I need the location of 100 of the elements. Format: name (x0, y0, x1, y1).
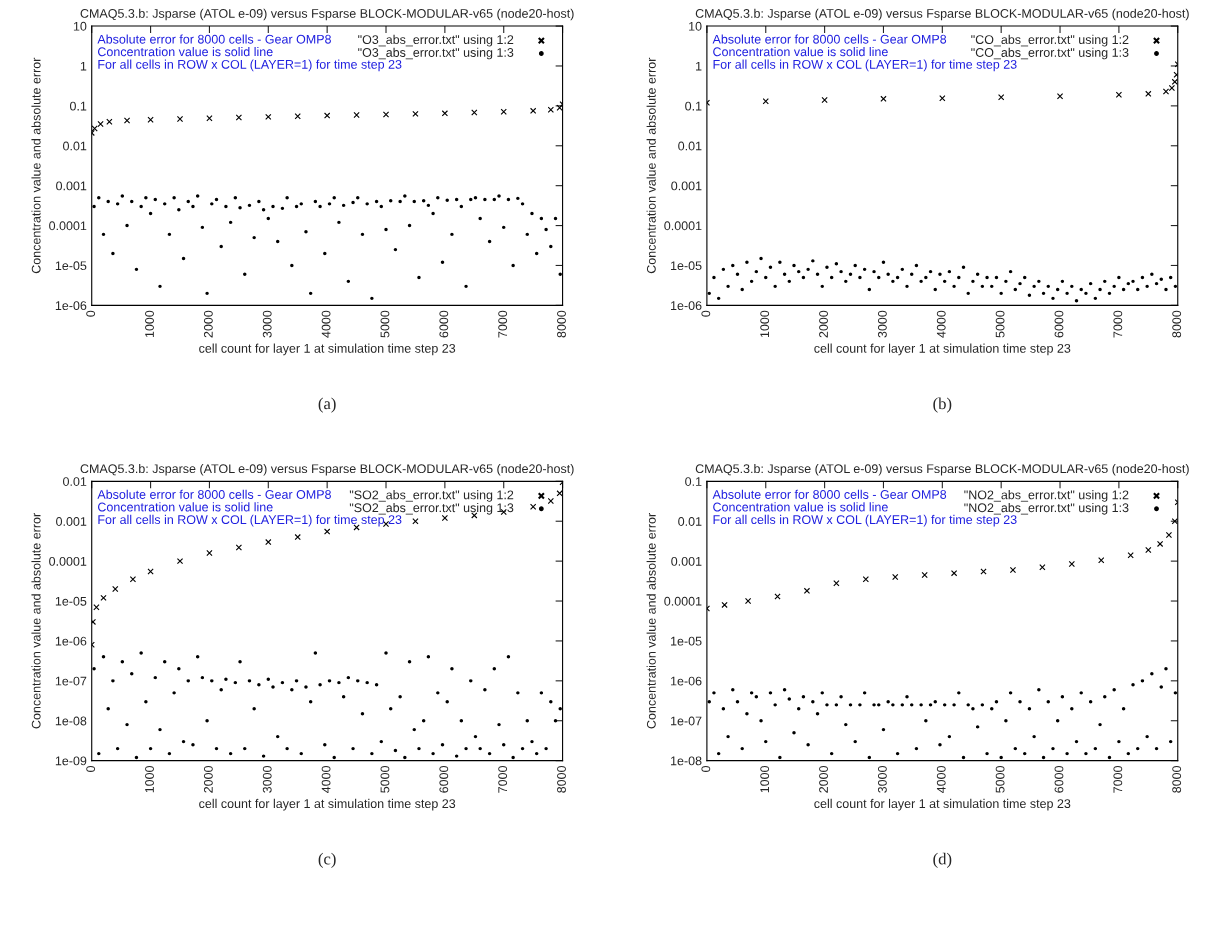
y-tick-label: 1e-05 (55, 596, 87, 606)
y-tick-label: 1e-08 (55, 716, 87, 726)
x-tick-label: 1000 (760, 310, 770, 338)
y-tick-label: 1e-08 (671, 756, 702, 766)
annotation: Concentration value is solid line (98, 47, 273, 57)
legend-label: "CO_abs_error.txt" using 1:2 (971, 34, 1129, 47)
x-tick-label: 6000 (1054, 765, 1064, 793)
annotation: Absolute error for 8000 cells - Gear OMP8 (712, 34, 947, 44)
point (147, 116, 154, 123)
point (529, 503, 537, 510)
point (412, 110, 419, 118)
x-tick-label: 5000 (380, 765, 390, 793)
point (547, 497, 554, 505)
legend-label: "O3_abs_error.txt" using 1:3 (358, 47, 514, 60)
y-tick-label: 0.001 (671, 181, 702, 191)
point (235, 544, 243, 551)
x-tick-label: 1000 (145, 765, 154, 793)
y-tick-label: 1e-06 (55, 636, 87, 646)
x-tick-label: 0 (701, 765, 711, 772)
y-tick-label: 0.1 (685, 101, 702, 111)
annotation: For all cells in ROW x COL (LAYER=1) for time step 23 (98, 514, 402, 527)
point (323, 112, 331, 119)
annotation: Absolute error for 8000 cells - Gear OMP8 (712, 489, 947, 499)
point (1173, 71, 1178, 78)
x-tick-label: 7000 (1113, 310, 1123, 338)
point (833, 580, 840, 587)
point (547, 106, 554, 113)
point (529, 107, 537, 115)
x-tick-label: 7000 (498, 765, 508, 793)
chart-title: CMAQ5.3.b: Jsparse (ATOL e-09) versus Fsparse BLOCK-MODULAR-v65 (node20-host) (695, 8, 1189, 21)
x-tick-label: 4000 (936, 310, 946, 338)
point (97, 120, 104, 128)
y-tick-label: 0.001 (671, 556, 702, 566)
legend-label: "NO2_abs_error.txt" using 1:3 (964, 502, 1129, 515)
point (93, 604, 100, 611)
x-tick-label: 6000 (1054, 310, 1064, 338)
y-tick-label: 1e-05 (671, 261, 702, 271)
point (235, 114, 243, 121)
x-axis-title: cell count for layer 1 at simulation time step 23 (814, 343, 1071, 356)
point (821, 96, 828, 104)
y-tick-label: 1e-07 (671, 716, 702, 726)
x-tick-label: 7000 (1113, 765, 1123, 793)
y-tick-label: 1 (696, 61, 702, 71)
x-tick-label: 2000 (819, 310, 828, 338)
point (892, 573, 899, 581)
x-axis-title: cell count for layer 1 at simulation time step 23 (199, 798, 456, 811)
annotation: Concentration value is solid line (713, 502, 888, 512)
y-tick-label: 0.01 (678, 141, 702, 151)
y-axis-title: Concentration value and absolute error (31, 513, 41, 729)
x-tick-label: 3000 (877, 310, 887, 338)
legend-label: "O3_abs_error.txt" using 1:2 (358, 34, 514, 47)
point (762, 98, 769, 105)
annotation: Absolute error for 8000 cells - Gear OMP8 (97, 34, 331, 44)
y-tick-label: 0.0001 (49, 221, 87, 231)
x-tick-label: 0 (86, 765, 96, 772)
point (1115, 91, 1123, 98)
x-tick-label: 5000 (995, 765, 1005, 793)
annotation: Concentration value is solid line (98, 502, 273, 512)
y-axis-title: Concentration value and absolute error (646, 57, 656, 274)
annotation: Concentration value is solid line (713, 47, 888, 57)
point (294, 113, 301, 120)
y-tick-label: 1e-07 (55, 676, 87, 686)
x-tick-label: 4000 (321, 765, 331, 794)
point (294, 533, 301, 541)
x-tick-label: 3000 (262, 765, 272, 793)
x-tick-label: 8000 (1172, 310, 1182, 338)
x-tick-label: 6000 (439, 310, 449, 338)
y-tick-label: 0.01 (63, 141, 87, 151)
annotation: Absolute error for 8000 cells - Gear OMP8 (97, 489, 331, 499)
point (206, 549, 213, 557)
x-tick-label: 7000 (498, 310, 508, 338)
y-tick-label: 0.01 (63, 477, 87, 486)
y-tick-label: 10 (73, 21, 87, 31)
y-tick-label: 0.0001 (49, 556, 87, 566)
y-tick-label: 0.1 (69, 101, 87, 111)
x-tick-label: 1000 (145, 310, 154, 338)
text: (d) (933, 852, 952, 868)
point (123, 117, 131, 124)
point (1162, 88, 1170, 95)
point (1098, 557, 1105, 564)
point (880, 95, 887, 102)
point (721, 601, 728, 609)
legend-label: "SO2_abs_error.txt" using 1:3 (349, 502, 514, 515)
x-tick-label: 0 (701, 310, 711, 317)
y-tick-label: 1e-05 (55, 261, 87, 271)
point (382, 111, 390, 118)
y-tick-label: 0.001 (56, 517, 87, 526)
chart-title: CMAQ5.3.b: Jsparse (ATOL e-09) versus Fsparse BLOCK-MODULAR-v65 (node20-host) (80, 8, 574, 21)
x-tick-label: 5000 (995, 310, 1005, 338)
annotation: For all cells in ROW x COL (LAYER=1) for time step 23 (98, 59, 402, 72)
y-tick-label: 1e-06 (55, 301, 87, 311)
x-tick-label: 8000 (1172, 765, 1182, 793)
y-tick-label: 0.0001 (664, 596, 702, 606)
y-tick-label: 1e-09 (55, 756, 87, 766)
point (998, 94, 1005, 101)
x-axis-title: cell count for layer 1 at simulation time step 23 (199, 343, 456, 356)
y-axis-title: Concentration value and absolute error (646, 513, 656, 729)
point (471, 109, 478, 116)
point (1145, 90, 1152, 98)
x-tick-label: 3000 (262, 310, 272, 338)
